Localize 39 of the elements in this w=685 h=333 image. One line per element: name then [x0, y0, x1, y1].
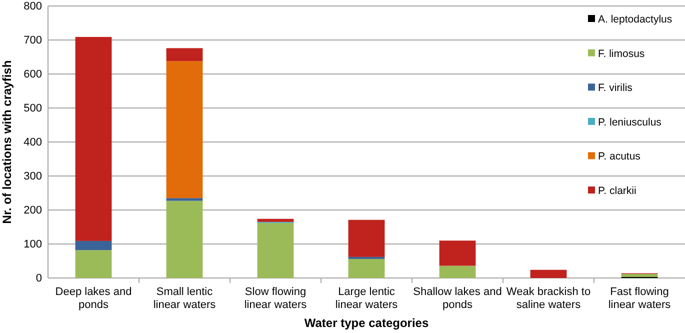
bar — [348, 220, 385, 257]
x-tick-label: Weak brackish to saline waters — [506, 286, 591, 311]
x-tick-label: Shallow lakes and ponds — [413, 286, 502, 311]
bar — [257, 222, 294, 278]
bar — [75, 250, 112, 278]
bar — [166, 200, 203, 278]
bar — [166, 198, 203, 201]
bar — [166, 61, 203, 198]
y-axis-title: Nr. of locations with crayfish — [0, 60, 14, 224]
x-tick-label: Deep lakes and ponds — [55, 286, 132, 311]
bar — [439, 266, 476, 278]
legend-label: P. leniusculus — [598, 116, 662, 128]
legend-label: F. limosus — [598, 48, 645, 60]
y-tick-label: 300 — [24, 170, 42, 183]
y-tick-label: 700 — [24, 34, 42, 47]
legend-label: F. virilis — [598, 82, 632, 94]
y-tick-label: 0 — [36, 272, 42, 285]
bar — [439, 240, 476, 266]
bar — [75, 36, 112, 241]
x-tick-label: Large lentic linear waters — [335, 286, 398, 311]
legend-label: P. acutus — [598, 150, 640, 163]
bar — [257, 218, 294, 222]
y-tick-label: 400 — [24, 136, 42, 149]
legend-label: A. leptodactylus — [598, 14, 672, 26]
y-tick-label: 800 — [24, 0, 42, 13]
y-tick-label: 100 — [24, 238, 42, 251]
legend-label: P. clarkii — [598, 185, 636, 197]
x-axis-title: Water type categories — [304, 316, 429, 330]
x-tick-label: Fast flowing linear waters — [608, 286, 672, 311]
y-tick-label: 600 — [24, 68, 42, 81]
bar — [348, 258, 385, 278]
y-tick-label: 500 — [24, 102, 42, 115]
y-tick-label: 200 — [24, 204, 42, 217]
bar — [75, 240, 112, 250]
bar — [621, 274, 658, 277]
x-tick-label: Slow flowing linear waters — [244, 286, 308, 311]
bar — [166, 48, 203, 62]
x-tick-label: Small lentic linear waters — [153, 286, 216, 311]
bar — [530, 270, 567, 278]
